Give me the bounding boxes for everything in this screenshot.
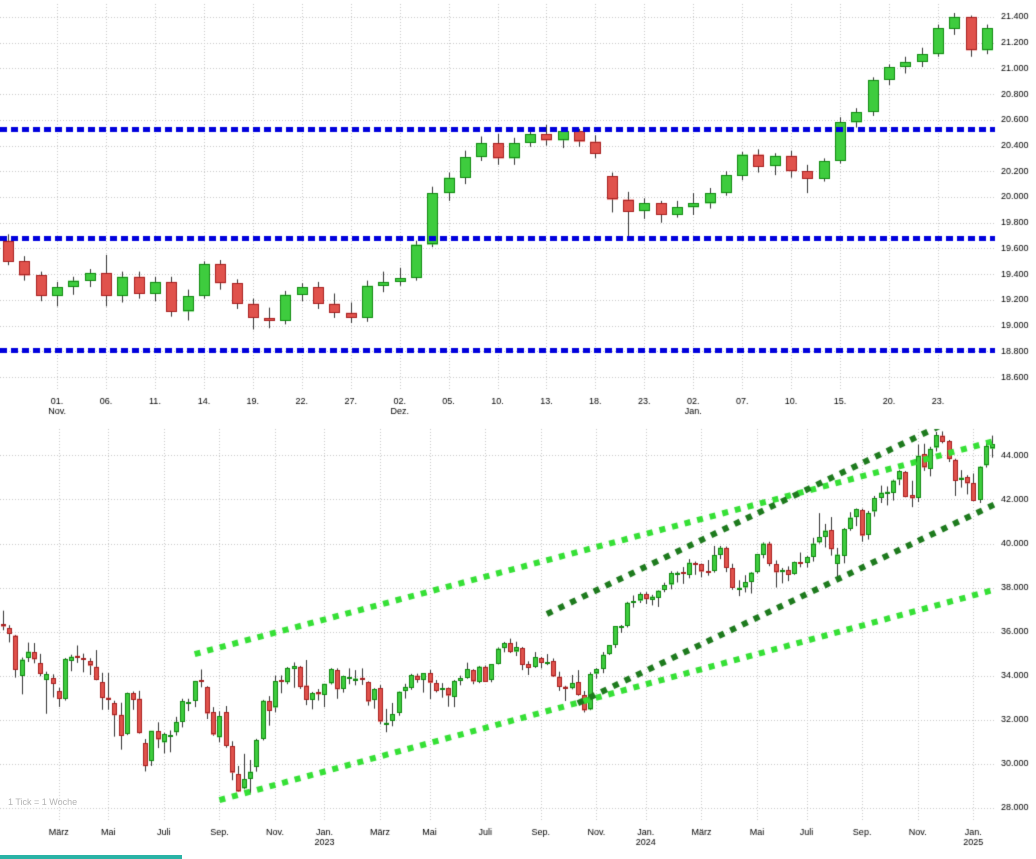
partial-banner	[0, 855, 182, 859]
weekly-chart-panel: 1 Tick = 1 Woche	[0, 425, 1036, 859]
daily-chart-panel	[0, 0, 1036, 425]
weekly-candlestick-chart	[0, 425, 1036, 859]
daily-candlestick-chart	[0, 0, 1036, 425]
tick-scale-note: 1 Tick = 1 Woche	[8, 797, 78, 807]
